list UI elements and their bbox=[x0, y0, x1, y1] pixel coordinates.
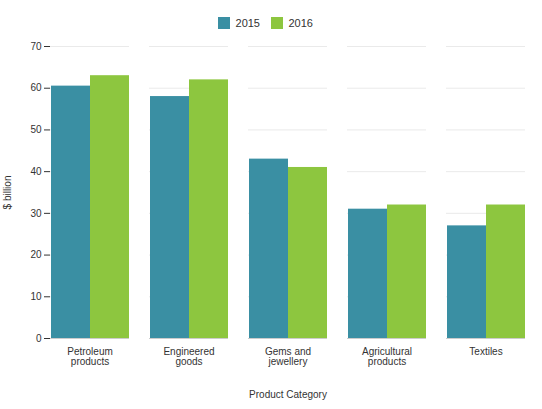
html-text:2015: 2015 bbox=[235, 16, 260, 29]
svg-text:50: 50 bbox=[30, 124, 42, 135]
svg-text:Product Category: Product Category bbox=[249, 389, 327, 400]
svg-text:10: 10 bbox=[30, 291, 42, 302]
svg-text:60: 60 bbox=[30, 82, 42, 93]
svg-text:40: 40 bbox=[30, 166, 42, 177]
svg-text:Gems andjewellery: Gems andjewellery bbox=[265, 346, 311, 367]
svg-text:30: 30 bbox=[30, 208, 42, 219]
svg-text:Petroleumproducts: Petroleumproducts bbox=[67, 346, 113, 367]
svg-text:0: 0 bbox=[36, 333, 42, 344]
svg-text:Engineeredgoods: Engineeredgoods bbox=[163, 346, 214, 367]
svg-text:$ billion: $ billion bbox=[2, 176, 13, 210]
svg-text:Textiles: Textiles bbox=[469, 346, 502, 357]
svg-text:20: 20 bbox=[30, 249, 42, 260]
html-text:2016: 2016 bbox=[288, 16, 313, 29]
svg-text:70: 70 bbox=[30, 41, 42, 52]
svg-text:Agriculturalproducts: Agriculturalproducts bbox=[362, 346, 412, 367]
